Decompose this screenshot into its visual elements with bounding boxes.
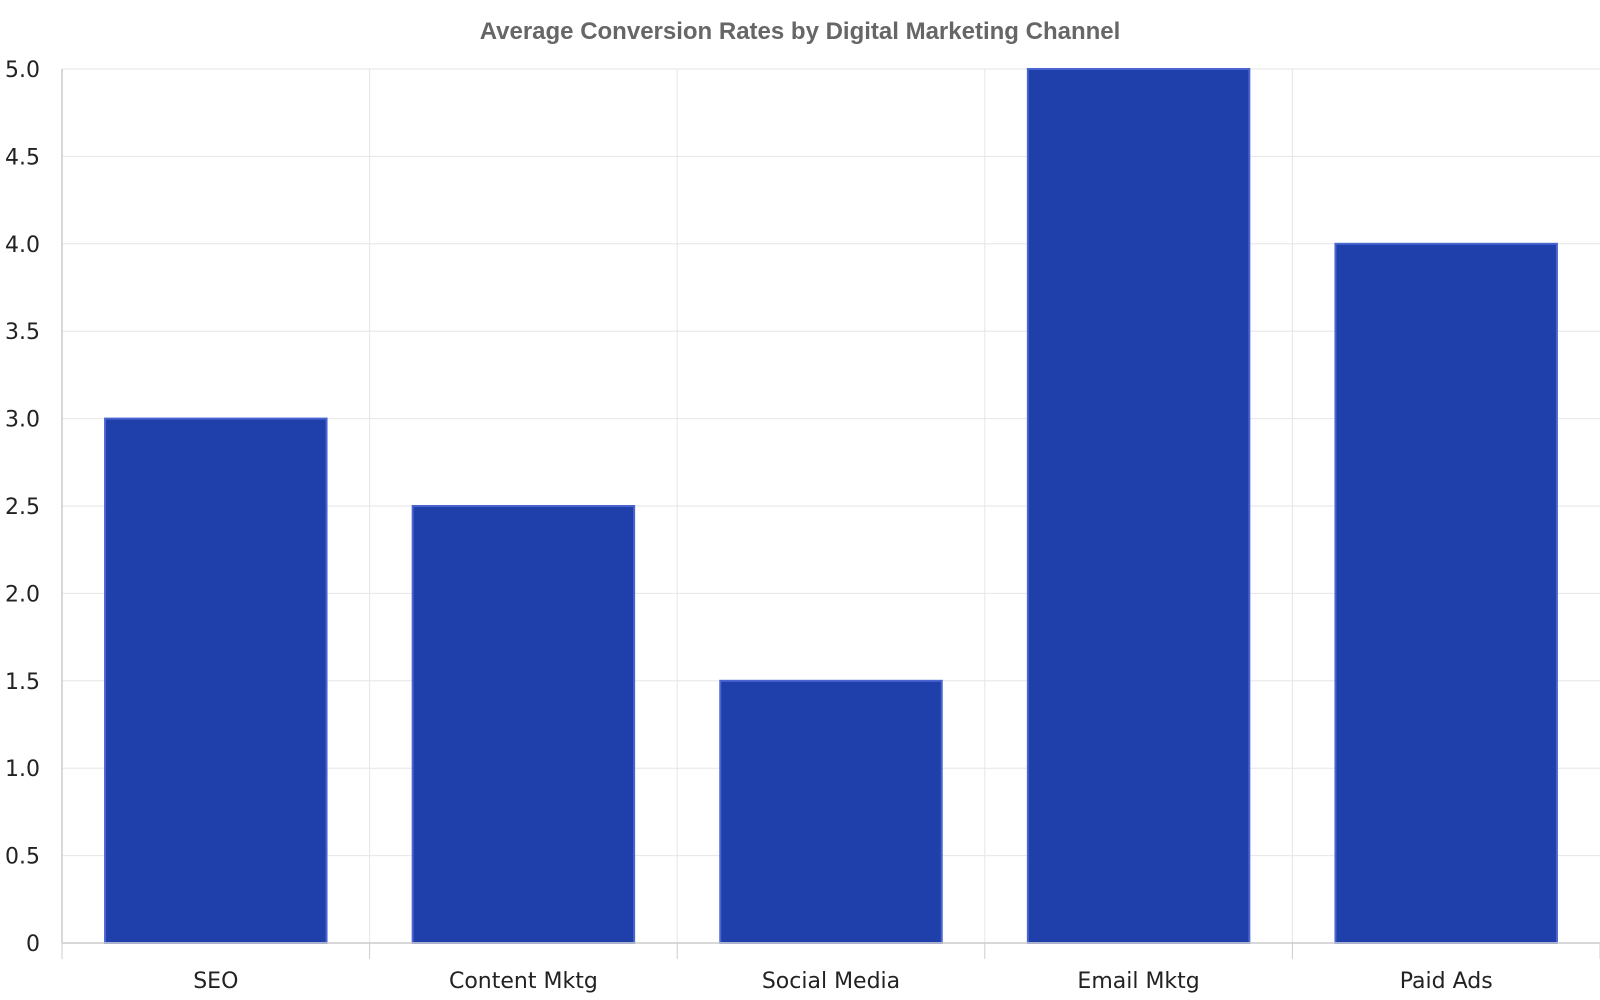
y-tick-label: 2.0 <box>5 582 40 607</box>
y-tick-label: 1.0 <box>5 757 40 782</box>
x-tick-label: Paid Ads <box>1400 969 1493 994</box>
bar-seo <box>104 417 328 945</box>
y-tick-label: 3.0 <box>5 408 40 433</box>
x-tick-label: Email Mktg <box>1077 969 1199 994</box>
x-tick-label: Content Mktg <box>449 969 598 994</box>
y-tick-label: 5.0 <box>5 58 40 83</box>
bars <box>104 68 1558 945</box>
y-tick-label: 4.5 <box>5 145 40 170</box>
bar-paid-ads <box>1334 242 1558 945</box>
y-tick-label: 0 <box>26 932 40 957</box>
y-tick-label: 4.0 <box>5 233 40 258</box>
y-tick-label: 0.5 <box>5 845 40 870</box>
tick-labels: 0 0.5 1.0 1.5 2.0 2.5 3.0 3.5 4.0 4.5 5.0 SEO Conten… <box>5 58 1493 994</box>
y-tick-label: 3.5 <box>5 320 40 345</box>
bar-social-media <box>719 679 943 944</box>
x-tick-label: Social Media <box>762 969 900 994</box>
x-tick-label: SEO <box>193 969 238 994</box>
bar-content-mktg <box>411 505 636 944</box>
y-tick-label: 2.5 <box>5 495 40 520</box>
bar-email-mktg <box>1026 68 1251 944</box>
y-tick-label: 1.5 <box>5 670 40 695</box>
chart-title: Average Conversion Rates by Digital Mark… <box>479 18 1121 45</box>
axes <box>61 69 1600 959</box>
